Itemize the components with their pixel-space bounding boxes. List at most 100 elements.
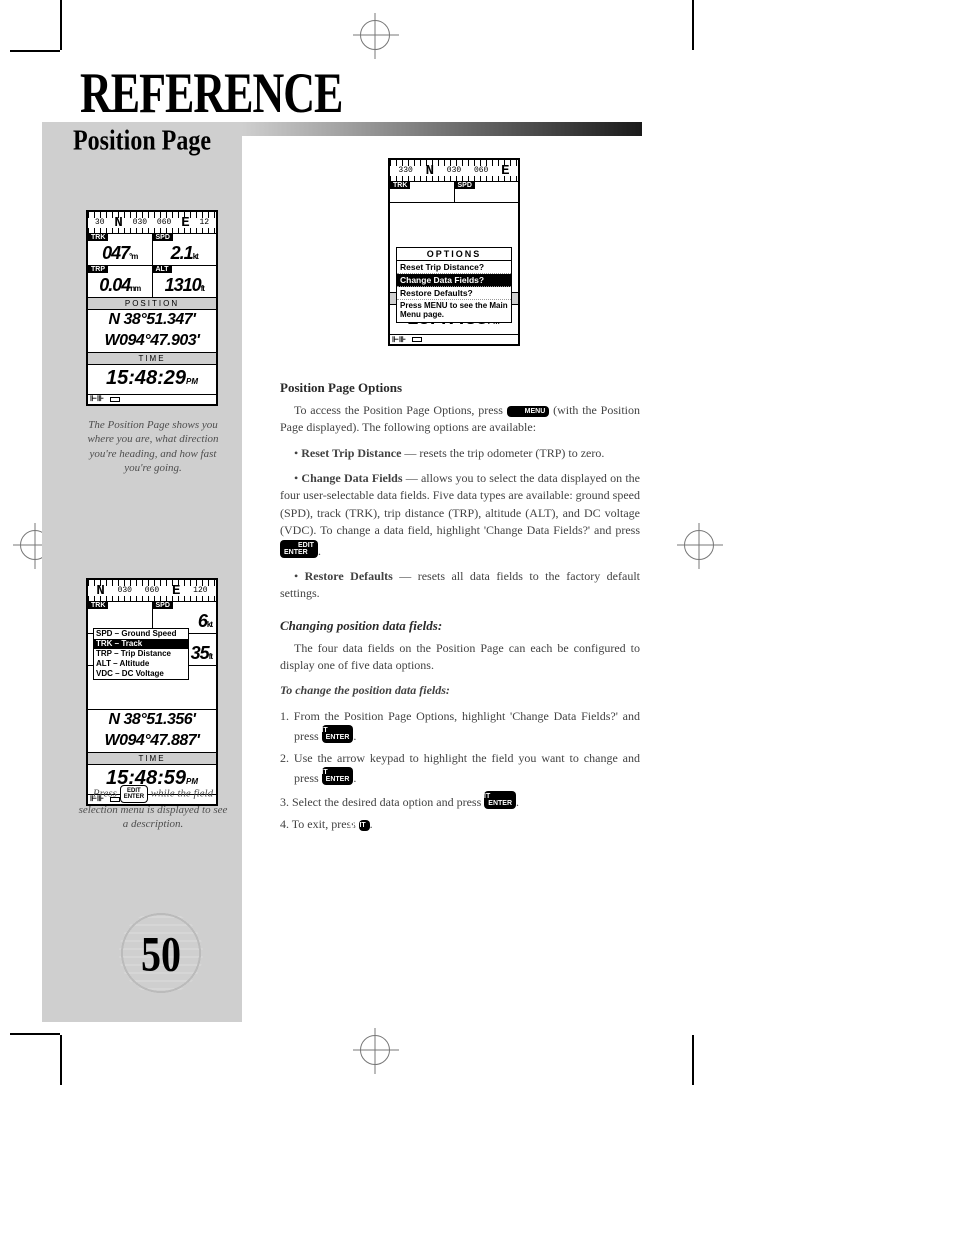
data-cell-spd: SPD 2.1kt: [153, 234, 217, 265]
popup-option: VDC – DC Voltage: [94, 669, 188, 679]
compass-tick: 060: [145, 586, 159, 595]
cell-value: 0.04: [99, 275, 130, 295]
cell-label: TRP: [88, 266, 108, 273]
step: 1. From the Position Page Options, highl…: [294, 708, 640, 746]
battery-icon: [412, 337, 422, 342]
position-lat: N 38°51.347': [88, 310, 216, 331]
cell-label: TRK: [88, 234, 108, 241]
cell-unit: kt: [193, 252, 198, 261]
data-cell-alt: ALT 1310ft: [153, 266, 217, 297]
position-band: POSITION: [88, 298, 216, 310]
compass-tick: 030: [118, 586, 132, 595]
crop-mark: [692, 1035, 694, 1085]
data-row: TRK SPD: [390, 182, 518, 203]
body-option: • Change Data Fields — allows you to sel…: [280, 470, 640, 560]
step: 3. Select the desired data option and pr…: [294, 791, 640, 811]
antenna-icon: ⊩⊪: [90, 394, 104, 404]
cell-unit: ft: [209, 652, 212, 661]
field-select-popup: SPD – Ground Speed TRK – Track TRP – Tri…: [93, 628, 189, 680]
cell-label: SPD: [455, 182, 475, 189]
caption-device2: Press EDITENTER while the field selectio…: [78, 785, 228, 832]
edit-enter-key-icon: EDITENTER: [280, 540, 318, 558]
cell-label: SPD: [153, 234, 173, 241]
compass-east: E: [181, 215, 189, 231]
crop-mark: [10, 1033, 60, 1035]
time-ampm: PM: [186, 377, 198, 386]
popup-option: TRP – Trip Distance: [94, 649, 188, 659]
data-cell-trk: TRK: [390, 182, 455, 202]
device-screenshot-options: 330 N 030 060 E TRK SPD OPTIONS Reset Tr…: [388, 158, 520, 346]
compass-north: N: [96, 583, 104, 599]
crop-mark: [60, 0, 62, 50]
registration-mark: [684, 530, 714, 560]
menu-key-icon: MENU: [507, 406, 550, 417]
data-row: TRP 0.04nm ALT 1310ft: [88, 266, 216, 298]
page-number-badge: 50: [118, 910, 204, 996]
caption-text: Press: [93, 788, 120, 800]
cell-unit: °m: [129, 252, 137, 261]
cell-unit: nm: [130, 284, 140, 293]
header-gradient-bar: [242, 122, 642, 136]
body-paragraph: To access the Position Page Options, pre…: [280, 402, 640, 437]
cell-label: ALT: [153, 266, 172, 273]
compass-tick: 12: [199, 218, 209, 227]
compass-north: N: [426, 163, 434, 179]
compass-tick: 330: [398, 166, 412, 175]
registration-mark: [360, 1035, 390, 1065]
compass-strip: 330 N 030 060 E: [390, 160, 518, 182]
quit-key-icon: QUIT: [359, 820, 370, 831]
step: 2. Use the arrow keypad to highlight the…: [294, 750, 640, 788]
options-note: Press MENU to see the Main Menu page.: [397, 300, 511, 322]
body-option: • Restore Defaults — resets all data fie…: [280, 568, 640, 603]
position-lon: W094°47.903': [88, 331, 216, 353]
edit-enter-key-icon: EDITENTER: [322, 725, 354, 743]
compass-east: E: [501, 163, 509, 179]
time-band: TIME: [88, 753, 216, 765]
step: 4. To exit, press QUIT.: [294, 816, 640, 833]
compass-strip: N 030 060 E 120: [88, 580, 216, 602]
position-lon: W094°47.887': [88, 731, 216, 753]
popup-option-highlighted: TRK – Track: [94, 639, 188, 649]
caption-device1: The Position Page shows you where you ar…: [78, 418, 228, 475]
data-cell-trp: TRP 0.04nm: [88, 266, 153, 297]
popup-option: ALT – Altitude: [94, 659, 188, 669]
antenna-icon: ⊩⊪: [392, 335, 406, 345]
compass-strip: 30 N 030 060 E 12: [88, 212, 216, 234]
compass-tick: 060: [157, 218, 171, 227]
body-column: Position Page Options To access the Posi…: [280, 365, 640, 837]
compass-tick: 120: [193, 586, 207, 595]
cell-unit: kt: [207, 620, 212, 629]
options-header: OPTIONS: [397, 248, 511, 261]
cell-value: 047: [102, 243, 129, 263]
data-cell-trk: TRK 047°m: [88, 234, 153, 265]
cell-value: 1310: [165, 275, 201, 295]
data-row: TRK 047°m SPD 2.1kt: [88, 234, 216, 266]
battery-icon: [110, 397, 120, 402]
edit-enter-key-icon: EDITENTER: [322, 767, 354, 785]
options-menu: OPTIONS Reset Trip Distance? Change Data…: [396, 247, 512, 323]
crop-mark: [692, 0, 694, 50]
body-subheading: Changing position data fields:: [280, 617, 640, 636]
data-cell-spd: SPD: [455, 182, 519, 202]
edit-enter-key-icon: EDITENTER: [484, 791, 516, 809]
page-title: REFERENCE: [80, 60, 342, 126]
popup-option: SPD – Ground Speed: [94, 629, 188, 639]
compass-east: E: [172, 583, 180, 599]
cell-unit: ft: [201, 284, 204, 293]
options-item-highlighted: Change Data Fields?: [397, 274, 511, 287]
page-number: 50: [141, 924, 181, 983]
section-title: Position Page: [42, 125, 242, 157]
cell-value: 6: [198, 611, 207, 631]
device-screenshot-position: 30 N 030 060 E 12 TRK 047°m SPD 2.1kt TR…: [86, 210, 218, 406]
crop-mark: [60, 1035, 62, 1085]
options-item: Reset Trip Distance?: [397, 261, 511, 274]
edit-enter-key-icon: EDITENTER: [120, 785, 148, 803]
compass-tick: 060: [474, 166, 488, 175]
body-heading: Position Page Options: [280, 379, 640, 398]
device-footer: ⊩⊪: [88, 394, 216, 404]
compass-tick: 30: [95, 218, 105, 227]
options-item: Restore Defaults?: [397, 287, 511, 300]
compass-tick: 030: [133, 218, 147, 227]
time-band: TIME: [88, 353, 216, 365]
compass-north: N: [114, 215, 122, 231]
